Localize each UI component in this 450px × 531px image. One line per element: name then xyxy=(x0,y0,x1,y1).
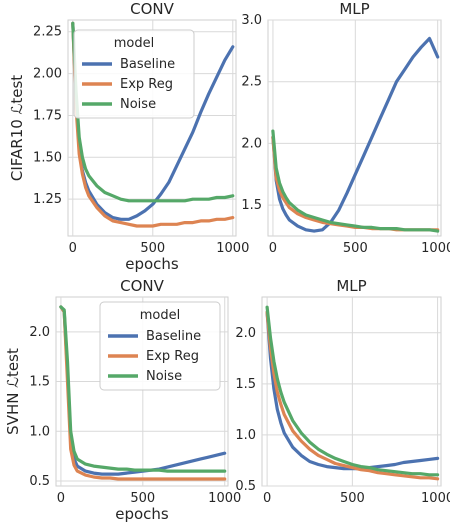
legend-entry: Baseline xyxy=(146,329,201,344)
y-tick-label: 2.25 xyxy=(33,25,62,40)
x-tick-label: 1000 xyxy=(421,241,450,256)
y-tick-label: 2.0 xyxy=(235,326,256,341)
series-line-noise xyxy=(59,305,227,473)
y-tick-label: 2.0 xyxy=(29,325,50,340)
legend-entry: Exp Reg xyxy=(146,349,199,364)
x-tick-label: 1000 xyxy=(421,491,450,506)
legend-title: model xyxy=(140,308,180,323)
legend-box xyxy=(99,301,221,391)
y-tick-label: 2.00 xyxy=(33,67,62,82)
chart-title: CONV xyxy=(130,0,175,18)
y-tick-label: 0.5 xyxy=(235,479,256,494)
y-axis-label: CIFAR10 ℒtest xyxy=(8,75,26,181)
chart-panel-3: 0 500 1000 0.5 1.0 1.5 2.0 CONV epochs SVHN ℒtest… xyxy=(4,277,241,523)
x-tick-label: 0 xyxy=(263,491,271,506)
series-line-exp-reg xyxy=(265,310,440,481)
y-tick-label: 1.0 xyxy=(235,428,256,443)
chart-title: MLP xyxy=(336,277,366,295)
chart-panel-1: 0 500 1000 1.25 1.50 1.75 2.00 2.25 CONV epochs CI… xyxy=(8,0,249,273)
chart-panel-4: 0 500 1000 0.5 1.0 1.5 2.0 MLP xyxy=(235,277,450,506)
x-tick-label: 500 xyxy=(140,241,165,256)
x-tick-label: 1000 xyxy=(208,491,241,506)
x-tick-label: 500 xyxy=(343,241,368,256)
x-axis-label: epochs xyxy=(125,255,179,273)
x-tick-label: 500 xyxy=(130,491,155,506)
legend-entry: Noise xyxy=(120,97,156,112)
x-tick-label: 0 xyxy=(57,491,65,506)
x-tick-label: 500 xyxy=(340,491,365,506)
y-tick-label: 0.5 xyxy=(29,474,50,489)
chart-title: MLP xyxy=(339,0,369,18)
chart-title: CONV xyxy=(120,277,165,295)
legend-entry: Baseline xyxy=(120,57,175,72)
y-tick-label: 2.0 xyxy=(241,136,262,151)
x-tick-label: 0 xyxy=(69,241,77,256)
series-line-baseline xyxy=(271,36,440,233)
y-tick-label: 1.75 xyxy=(33,108,62,123)
legend-box xyxy=(73,29,195,119)
y-tick-label: 1.5 xyxy=(29,375,50,390)
y-tick-label: 1.0 xyxy=(29,424,50,439)
legend-entry: Exp Reg xyxy=(120,77,173,92)
x-tick-label: 0 xyxy=(269,241,277,256)
y-tick-label: 3.0 xyxy=(241,13,262,28)
legend-title: model xyxy=(114,36,154,51)
x-axis-label: epochs xyxy=(115,505,169,523)
legend-entry: Noise xyxy=(146,369,182,384)
series-line-noise xyxy=(71,21,235,203)
x-tick-label: 1000 xyxy=(216,241,249,256)
y-tick-label: 1.5 xyxy=(241,198,262,213)
series-line-noise xyxy=(265,305,440,477)
y-axis-label: SVHN ℒtest xyxy=(4,348,22,435)
series-line-baseline xyxy=(265,310,440,471)
legend: model Baseline Exp Reg Noise xyxy=(99,301,221,391)
series-line-noise xyxy=(271,129,440,233)
chart-panel-2: 0 500 1000 1.5 2.0 2.5 3.0 MLP xyxy=(241,0,450,256)
y-tick-label: 2.5 xyxy=(241,75,262,90)
y-tick-label: 1.25 xyxy=(33,192,62,207)
y-tick-label: 1.50 xyxy=(33,150,62,165)
series-line-exp-reg xyxy=(59,305,227,481)
y-tick-label: 1.5 xyxy=(235,377,256,392)
legend: model Baseline Exp Reg Noise xyxy=(73,29,195,119)
plot-area xyxy=(261,296,442,487)
series-line-exp-reg xyxy=(71,21,235,228)
